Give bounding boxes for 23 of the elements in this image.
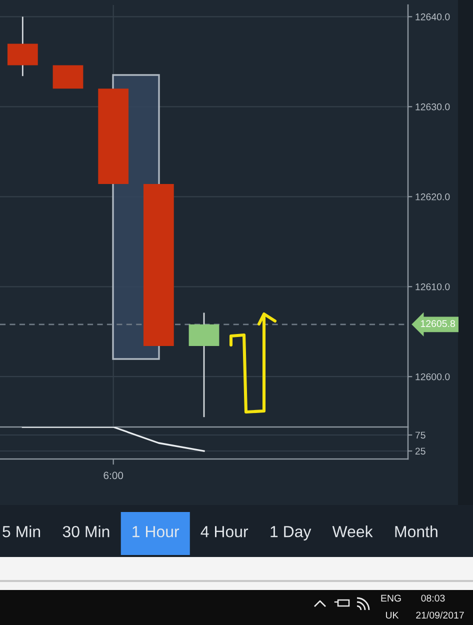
x-tick-label: 6:00 (104, 472, 124, 480)
text: UK (386, 612, 399, 619)
category-label: Week (332, 526, 373, 538)
y-tick-label: 25 (415, 448, 426, 455)
category-label: 30 Min (62, 526, 110, 538)
y-tick-label: 12630.0 (416, 103, 450, 110)
candlestick (98, 88, 129, 184)
y-tick-label: 12600.0 (416, 373, 450, 380)
text: ENG (381, 594, 401, 602)
y-tick-label: 12640.0 (416, 13, 450, 20)
category-label: 1 Hour (132, 526, 180, 538)
category-label: 5 Min (2, 526, 40, 538)
category-label: 4 Hour (200, 526, 248, 538)
category-label: Month (395, 526, 438, 538)
category-label: 1 Day (270, 526, 312, 540)
y-tick-label: 12610.0 (416, 283, 450, 290)
text: 21/09/2017 (416, 611, 464, 619)
candlestick (143, 184, 174, 346)
y-tick-label: 75 (415, 432, 426, 439)
y-tick-label: 12620.0 (416, 193, 450, 200)
ref-line-label: 12605.8 (420, 320, 455, 328)
text: 08:03 (421, 594, 445, 602)
candlestick (52, 65, 84, 89)
